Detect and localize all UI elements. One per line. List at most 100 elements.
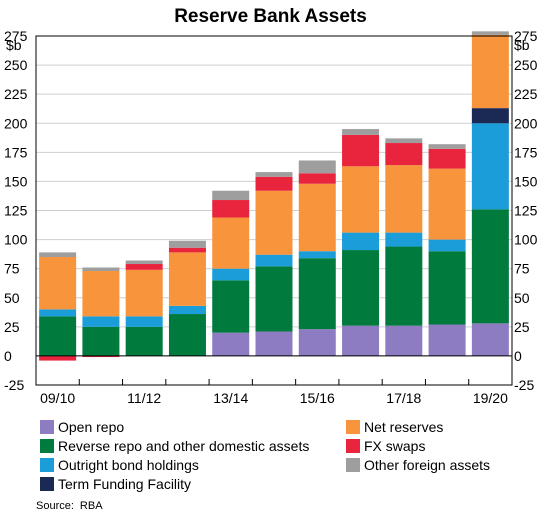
bar-segment — [385, 165, 423, 233]
bar-segment — [255, 266, 293, 332]
y-tick-label-right: 175 — [514, 144, 538, 160]
legend-swatch — [40, 458, 54, 472]
legend-item-open-repo: Open repo — [40, 419, 124, 436]
bar-segment — [385, 325, 423, 356]
y-tick-label-left: 125 — [4, 203, 28, 219]
y-tick-label-left: -25 — [4, 377, 24, 393]
bar-segment — [168, 305, 206, 315]
bar-segment — [82, 267, 120, 271]
legend-item-reverse-repo: Reverse repo and other domestic assets — [40, 438, 309, 455]
bar-segment — [298, 160, 336, 174]
y-tick-label-left: 150 — [4, 173, 28, 189]
bar-segment — [298, 173, 336, 184]
legend-item-other-foreign-assets: Other foreign assets — [346, 457, 490, 474]
bar-segment — [298, 258, 336, 330]
bar-segment — [39, 252, 77, 258]
bar-segment — [39, 309, 77, 317]
y-tick-label-right: 250 — [514, 57, 538, 73]
y-tick-label-right: 75 — [514, 261, 530, 277]
bar-segment — [471, 123, 509, 210]
x-tick-label: 17/18 — [386, 390, 421, 406]
bar-segment — [255, 172, 293, 177]
y-tick-label-right: 100 — [514, 232, 538, 248]
bar-segment — [125, 326, 163, 356]
bar-segment — [428, 239, 466, 252]
bar-segment — [471, 323, 509, 356]
y-tick-label-right: 150 — [514, 173, 538, 189]
unit-label-right: $b — [514, 37, 530, 53]
bar-segment — [342, 232, 380, 251]
y-tick-label-left: 100 — [4, 232, 28, 248]
bar-segment — [385, 138, 423, 144]
axes — [35, 35, 513, 386]
bar-segment — [168, 247, 206, 253]
legend-item-fx-swaps: FX swaps — [346, 438, 425, 455]
y-tick-label-right: -25 — [514, 377, 534, 393]
bar-segment — [255, 176, 293, 191]
bar-segment — [342, 325, 380, 356]
legend-swatch — [346, 439, 360, 453]
unit-label-left: $b — [6, 37, 22, 53]
bar-segment — [168, 314, 206, 356]
bar-segment — [428, 144, 466, 149]
y-tick-label-left: 175 — [4, 144, 28, 160]
y-tick-label-left: 275 — [4, 28, 28, 44]
bar-segment — [82, 355, 120, 358]
x-tick-label: 13/14 — [213, 390, 248, 406]
x-tick-label: 11/12 — [127, 390, 161, 406]
y-tick-label-right: 200 — [514, 115, 538, 131]
bar-segment — [125, 269, 163, 317]
legend-swatch — [40, 439, 54, 453]
source-note: Source: RBA — [36, 500, 109, 512]
bar-segment — [428, 168, 466, 240]
bar-segment — [39, 257, 77, 310]
bar-segment — [385, 232, 423, 247]
plot-frame — [35, 35, 513, 386]
bar-segment — [342, 129, 380, 135]
y-tick-label-right: 50 — [514, 290, 530, 306]
x-tick-label: 09/10 — [40, 390, 75, 406]
bar-segment — [125, 316, 163, 327]
y-tick-label-left: 0 — [4, 348, 12, 364]
legend-item-net-reserves: Net reserves — [346, 419, 443, 436]
legend-item-term-funding-facility: Term Funding Facility — [40, 476, 191, 493]
bar-segment — [428, 251, 466, 325]
bar-segment — [428, 324, 466, 356]
bar-segment — [471, 108, 509, 124]
y-tick-label-right: 225 — [514, 86, 538, 102]
bar-segment — [471, 34, 509, 109]
bar-segment — [168, 252, 206, 306]
y-tick-label-left: 25 — [4, 319, 20, 335]
bar-segment — [255, 254, 293, 267]
bar-segment — [298, 329, 336, 356]
bar-segment — [342, 166, 380, 233]
bar-segment — [168, 240, 206, 248]
bar-segment — [212, 190, 250, 201]
y-tick-label-right: 125 — [514, 203, 538, 219]
bar-segment — [298, 183, 336, 252]
bar-segment — [471, 31, 509, 35]
chart-title: Reserve Bank Assets — [174, 6, 367, 27]
y-tick-label-left: 225 — [4, 86, 28, 102]
y-tick-label-left: 50 — [4, 290, 20, 306]
bar-segment — [342, 134, 380, 167]
bar-segment — [212, 268, 250, 281]
legend-swatch — [346, 420, 360, 434]
legend-swatch — [40, 420, 54, 434]
x-tick-label: 15/16 — [300, 390, 335, 406]
source-value: RBA — [79, 500, 103, 512]
bar-segment — [298, 251, 336, 259]
source-label: Source: — [36, 500, 74, 512]
y-tick-label-left: 75 — [4, 261, 20, 277]
bar-segment — [39, 316, 77, 356]
tick-labels: -25 -25 0 0 25 25 50 50 75 75 100 100 125 125 150 150 17… — [4, 28, 538, 406]
bar-segment — [125, 264, 163, 270]
bar-segment — [212, 280, 250, 333]
bar-segment — [82, 270, 120, 317]
bar-segment — [125, 260, 163, 265]
bar-segment — [255, 331, 293, 356]
bar-segment — [385, 246, 423, 326]
bar-segment — [39, 355, 77, 361]
y-tick-label-right: 25 — [514, 319, 530, 335]
